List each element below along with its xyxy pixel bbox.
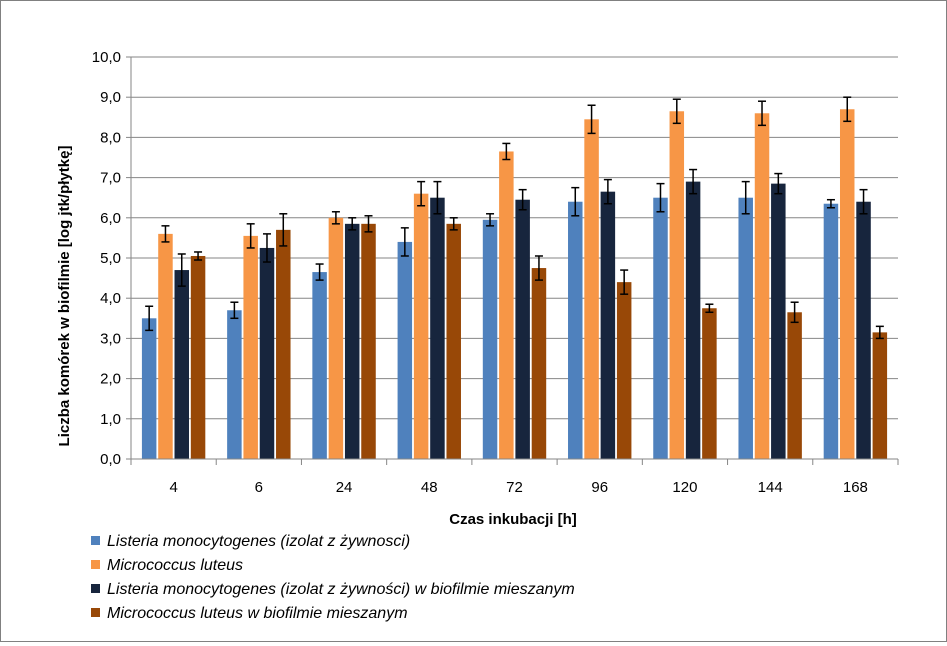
axes <box>130 57 899 465</box>
bar <box>616 282 632 459</box>
bar <box>413 193 429 459</box>
bar <box>227 310 242 459</box>
y-tick-labels: 0,0 1,0 2,0 3,0 4,0 5,0 6,0 7,0 8,0 9,0 10,0 <box>92 49 121 468</box>
bar <box>482 219 498 459</box>
y-tick-label: 4,0 <box>100 290 121 307</box>
legend-label: Listeria monocytogenes (izolat z żywnosc… <box>107 533 410 550</box>
bar <box>754 113 770 459</box>
y-tick-label: 0,0 <box>100 451 121 468</box>
bar <box>328 217 344 459</box>
bar <box>158 233 173 459</box>
legend: Listeria monocytogenes (izolat z żywnosc… <box>91 533 575 622</box>
y-tick-label: 5,0 <box>100 250 121 267</box>
bar <box>856 201 871 459</box>
bar <box>276 229 291 459</box>
x-tick-label: 6 <box>255 479 263 496</box>
legend-label: Micrococcus luteus w biofilmie mieszanym <box>107 605 408 622</box>
bar <box>738 197 753 459</box>
bar <box>531 268 547 459</box>
x-tick-label: 24 <box>336 479 353 496</box>
bar <box>787 312 802 459</box>
bar <box>823 203 839 459</box>
bar <box>141 318 157 459</box>
bar <box>685 181 701 459</box>
bar <box>600 191 616 460</box>
x-tick-label: 120 <box>672 479 697 496</box>
legend-swatch <box>91 608 100 617</box>
y-tick-label: 6,0 <box>100 210 121 227</box>
x-tick-label: 4 <box>169 479 177 496</box>
bar <box>568 201 583 459</box>
bar <box>669 111 685 460</box>
y-tick-label: 10,0 <box>92 49 121 66</box>
x-tick-label: 48 <box>421 479 438 496</box>
bar <box>190 255 206 459</box>
bar <box>653 197 668 459</box>
legend-swatch <box>91 584 100 593</box>
y-tick-label: 3,0 <box>100 330 121 347</box>
bar <box>446 223 461 459</box>
x-tick-label: 168 <box>843 479 868 496</box>
bar <box>515 199 530 459</box>
bar <box>397 241 413 459</box>
x-axis-title: Czas inkubacji [h] <box>449 511 577 528</box>
error-bars <box>145 96 884 340</box>
bar <box>839 109 855 459</box>
bar <box>430 197 445 459</box>
bar <box>344 223 360 459</box>
x-tick-label: 144 <box>758 479 783 496</box>
bar <box>584 119 599 459</box>
legend-label: Listeria monocytogenes (izolat z żywnośc… <box>107 581 575 598</box>
x-tick-labels: 4 6 24 48 72 96 120 144 168 <box>169 479 867 496</box>
y-axis-title: Liczba komórek w biofilmie [log jtk/płyt… <box>56 146 73 447</box>
x-tick-label: 72 <box>506 479 523 496</box>
bar <box>499 151 514 459</box>
y-tick-label: 9,0 <box>100 89 121 106</box>
bar <box>174 270 190 459</box>
legend-label: Micrococcus luteus <box>107 557 243 574</box>
bar <box>872 332 888 459</box>
y-tick-label: 7,0 <box>100 170 121 187</box>
x-tick-label: 96 <box>591 479 608 496</box>
grid-lines <box>126 56 898 460</box>
bar <box>771 183 786 459</box>
legend-swatch <box>91 560 100 569</box>
y-tick-label: 8,0 <box>100 129 121 146</box>
bar <box>259 247 275 459</box>
bar <box>361 223 376 459</box>
bar <box>312 272 327 459</box>
y-tick-label: 1,0 <box>100 411 121 428</box>
bar <box>243 235 258 459</box>
bar <box>702 308 717 459</box>
y-tick-label: 2,0 <box>100 371 121 388</box>
legend-swatch <box>91 536 100 545</box>
bars <box>141 109 888 460</box>
